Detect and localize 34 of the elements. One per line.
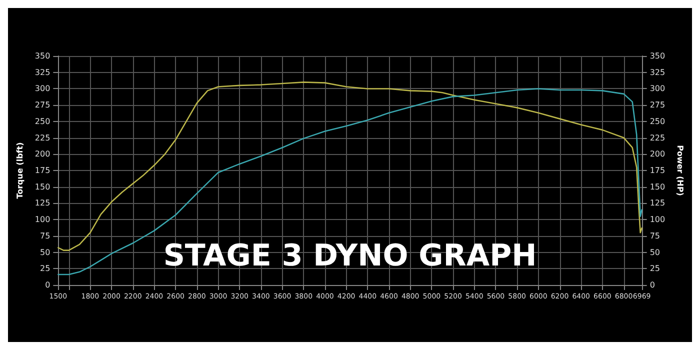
y-tick-label: 0	[45, 280, 50, 290]
y-tick-label: 175	[34, 166, 50, 175]
y-tick-label: 250	[34, 116, 50, 126]
y-tick-label: 100	[34, 215, 50, 224]
y2-tick-label: 75	[650, 231, 660, 240]
y2-tick-label: 250	[650, 116, 666, 126]
y-tick-label: 325	[34, 68, 50, 77]
y-tick-label: 350	[34, 52, 50, 60]
y-tick-label: 225	[34, 133, 50, 142]
line-series	[58, 88, 642, 276]
y2-tick-label: 325	[650, 68, 666, 77]
y2-tick-label: 150	[650, 182, 666, 192]
y2-tick-label: 100	[650, 215, 666, 224]
y-tick-label: 200	[34, 150, 50, 159]
y2-tick-label: 175	[650, 166, 666, 175]
y2-tick-label: 0	[650, 280, 655, 290]
text: STAGE 3 DYNO GRAPH	[163, 238, 537, 274]
y2-tick-label: 25	[650, 264, 660, 274]
y-tick-label: 125	[34, 198, 50, 208]
y2-tick-label: 125	[650, 198, 666, 208]
y2-axis-title: Power (HP)	[676, 145, 684, 196]
y2-tick-label: 350	[650, 52, 666, 60]
y-axis-title: Torque (lbft)	[16, 142, 24, 199]
y-tick-label: 75	[40, 231, 50, 240]
y2-tick-label: 225	[650, 133, 666, 142]
y-tick-label: 150	[34, 182, 50, 192]
y-tick-label: 300	[34, 84, 50, 94]
y-tick-label: 50	[40, 248, 50, 257]
y2-tick-label: 275	[650, 100, 666, 110]
y2-tick-label: 50	[650, 248, 660, 257]
y-tick-label: 25	[40, 264, 50, 274]
y2-tick-label: 200	[650, 150, 666, 159]
y-tick-label: 275	[34, 100, 50, 110]
y2-tick-label: 300	[650, 84, 666, 94]
